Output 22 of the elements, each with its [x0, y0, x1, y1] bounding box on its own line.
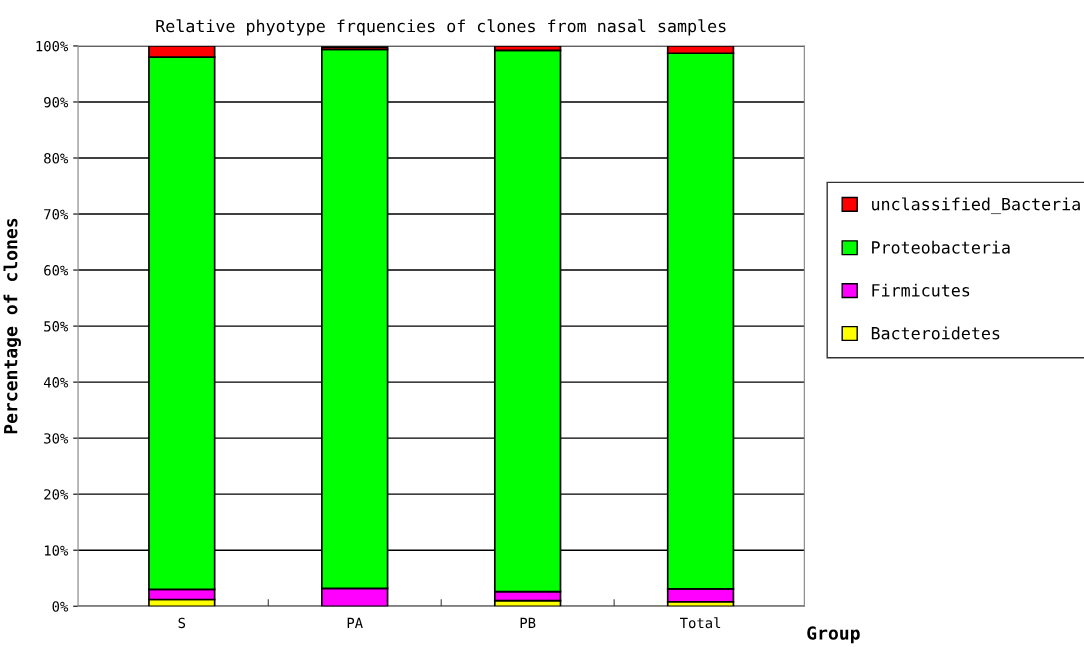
x-axis-title: Group [807, 626, 860, 644]
legend-label: unclassified_Bacteria [872, 197, 1080, 215]
x-tick-label: S [178, 617, 186, 629]
legend-label: Proteobacteria [872, 240, 1010, 254]
y-tick-label: 40% [43, 377, 69, 388]
y-tick-label: 30% [44, 433, 69, 444]
x-tick-label: PB [520, 617, 536, 628]
legend-label: Firmicutes [872, 283, 970, 297]
y-axis-title: Percentage of clones [3, 218, 21, 434]
x-tick-label: PA [347, 617, 363, 628]
legend-label: Bacteroidetes [871, 326, 1000, 340]
y-tick-label: 10% [44, 545, 69, 556]
y-tick-label: 100% [36, 40, 69, 52]
y-tick-label: 60% [44, 265, 69, 276]
y-tick-label: 80% [44, 153, 69, 164]
y-tick-label: 20% [44, 489, 69, 500]
y-tick-label: 50% [44, 321, 69, 332]
y-tick-label: 70% [44, 209, 69, 220]
chart-title: Relative phyotype frquencies of clones from nasal samples [156, 19, 726, 36]
y-tick-label: 0% [52, 601, 69, 612]
y-tick-label: 90% [44, 96, 69, 108]
x-tick-label: Total [679, 617, 721, 629]
